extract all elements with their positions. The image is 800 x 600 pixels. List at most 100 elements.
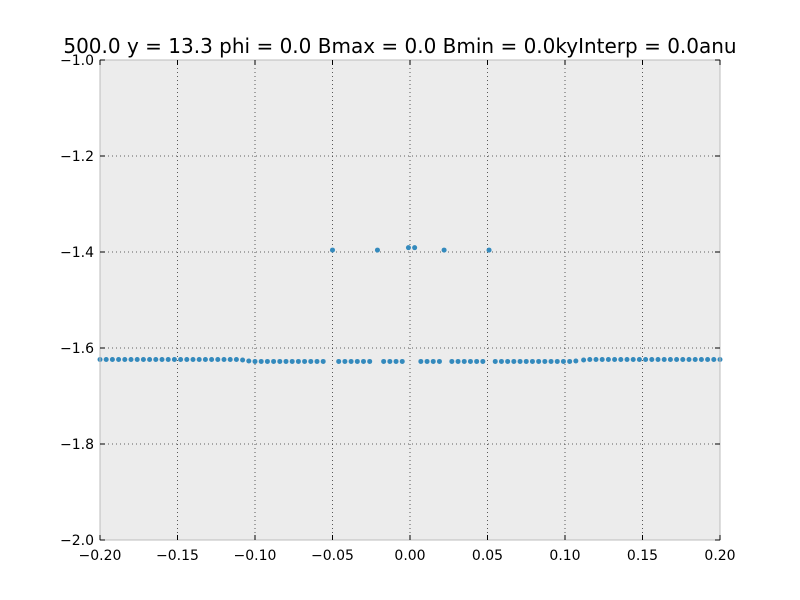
data-point bbox=[147, 357, 153, 363]
data-point bbox=[529, 358, 535, 364]
x-tick-label: −0.15 bbox=[156, 548, 199, 564]
data-point bbox=[295, 358, 301, 364]
data-point bbox=[215, 357, 221, 363]
data-point bbox=[271, 358, 277, 364]
data-point bbox=[393, 358, 399, 364]
data-point bbox=[498, 358, 504, 364]
data-point bbox=[399, 358, 405, 364]
data-point bbox=[599, 357, 605, 363]
data-point bbox=[336, 358, 342, 364]
x-tick-label: −0.05 bbox=[311, 548, 354, 564]
data-point bbox=[680, 357, 686, 363]
x-tick-label: 0.00 bbox=[394, 548, 425, 564]
data-point bbox=[587, 357, 593, 363]
data-point bbox=[227, 357, 233, 363]
data-point bbox=[209, 357, 215, 363]
data-point bbox=[505, 358, 511, 364]
data-point bbox=[103, 357, 109, 363]
data-point bbox=[140, 357, 146, 363]
y-tick-label: −2.0 bbox=[60, 533, 94, 549]
data-point bbox=[511, 358, 517, 364]
data-point bbox=[252, 358, 258, 364]
data-point bbox=[354, 358, 360, 364]
data-point bbox=[405, 245, 411, 251]
data-point bbox=[233, 357, 239, 363]
data-point bbox=[560, 358, 566, 364]
data-point bbox=[567, 358, 573, 364]
data-point bbox=[134, 357, 140, 363]
data-point bbox=[283, 358, 289, 364]
data-point bbox=[667, 357, 673, 363]
data-point bbox=[430, 358, 436, 364]
data-point bbox=[381, 358, 387, 364]
data-point bbox=[455, 358, 461, 364]
data-point bbox=[289, 358, 295, 364]
data-point bbox=[618, 357, 624, 363]
y-tick-label: −1.2 bbox=[60, 149, 94, 165]
data-point bbox=[474, 358, 480, 364]
data-point bbox=[258, 358, 264, 364]
data-point bbox=[308, 358, 314, 364]
data-point bbox=[361, 358, 366, 364]
data-point bbox=[661, 357, 667, 363]
data-point bbox=[486, 247, 492, 253]
data-point bbox=[342, 358, 348, 364]
data-point bbox=[348, 358, 354, 364]
data-point bbox=[190, 357, 196, 363]
data-point bbox=[116, 357, 122, 363]
data-point bbox=[573, 358, 579, 364]
data-points bbox=[97, 245, 723, 364]
data-point bbox=[221, 357, 227, 363]
y-tick-label: −1.6 bbox=[60, 341, 94, 357]
x-tick-label: −0.20 bbox=[79, 548, 122, 564]
data-point bbox=[581, 357, 587, 363]
data-point bbox=[593, 357, 599, 363]
data-point bbox=[480, 358, 486, 364]
x-tick-label: −0.10 bbox=[234, 548, 277, 564]
x-tick-label: 0.15 bbox=[627, 548, 658, 564]
data-point bbox=[314, 358, 320, 364]
data-point bbox=[605, 357, 611, 363]
data-point bbox=[277, 358, 283, 364]
chart-title: 500.0 y = 13.3 phi = 0.0 Bmax = 0.0 Bmin… bbox=[63, 34, 736, 58]
data-point bbox=[612, 357, 618, 363]
data-point bbox=[122, 357, 128, 363]
data-point bbox=[674, 357, 680, 363]
data-point bbox=[630, 357, 636, 363]
data-point bbox=[412, 245, 418, 251]
data-point bbox=[436, 358, 442, 364]
data-point bbox=[467, 358, 473, 364]
data-point bbox=[542, 358, 548, 364]
data-point bbox=[554, 358, 560, 364]
data-point bbox=[264, 358, 270, 364]
data-point bbox=[686, 357, 692, 363]
data-point bbox=[692, 357, 698, 363]
data-point bbox=[171, 357, 177, 363]
data-point bbox=[302, 358, 308, 364]
data-point bbox=[330, 247, 335, 253]
data-point bbox=[128, 357, 134, 363]
data-point bbox=[320, 358, 326, 364]
data-point bbox=[246, 358, 252, 364]
data-point bbox=[649, 357, 655, 363]
data-point bbox=[184, 357, 190, 363]
data-point bbox=[461, 358, 467, 364]
data-point bbox=[698, 357, 704, 363]
data-point bbox=[153, 357, 159, 363]
x-tick-label: 0.20 bbox=[704, 548, 735, 564]
data-point bbox=[424, 358, 430, 364]
data-point bbox=[202, 357, 208, 363]
data-point bbox=[711, 357, 717, 363]
x-tick-label: 0.10 bbox=[549, 548, 580, 564]
data-point bbox=[387, 358, 393, 364]
data-point bbox=[449, 358, 455, 364]
data-point bbox=[165, 357, 171, 363]
data-point bbox=[517, 358, 523, 364]
data-point bbox=[536, 358, 542, 364]
data-point bbox=[441, 247, 447, 253]
data-point bbox=[523, 358, 529, 364]
tick-marks bbox=[99, 59, 721, 541]
data-point bbox=[643, 357, 649, 363]
data-point bbox=[492, 358, 498, 364]
